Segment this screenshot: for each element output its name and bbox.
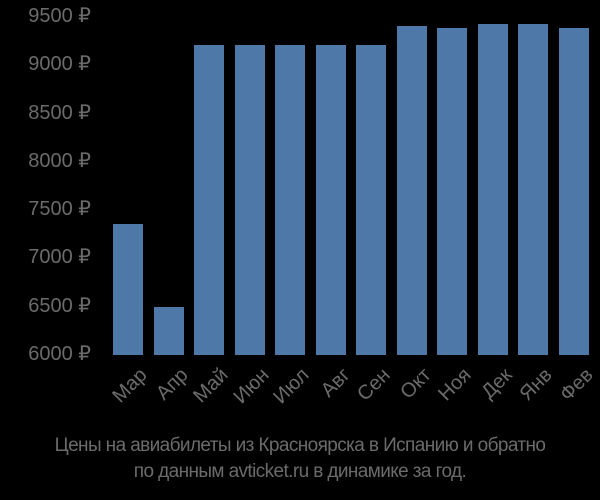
bar-Июн	[234, 44, 265, 355]
bar-Мар	[113, 223, 143, 355]
y-tick-label: 9000 ₽	[28, 53, 91, 76]
y-tick-label: 6500 ₽	[28, 294, 91, 317]
bar-Сен	[356, 44, 386, 355]
y-tick-label: 9500 ₽	[28, 5, 91, 27]
bar-Фев	[558, 27, 589, 355]
bar-Авг	[315, 44, 346, 355]
y-tick-label: 8000 ₽	[28, 149, 91, 172]
bar-Апр	[153, 306, 184, 355]
y-tick-label: 6000 ₽	[28, 343, 91, 365]
bar-Дек	[477, 23, 508, 355]
y-tick-label: 8500 ₽	[28, 101, 91, 124]
bar-Янв	[518, 23, 548, 355]
y-tick-label: 7000 ₽	[28, 246, 91, 269]
y-tick-label: 7500 ₽	[28, 198, 91, 221]
chart-caption-line-1: Цены на авиабилеты из Красноярска в Испа…	[54, 435, 546, 456]
chart-caption-line-2: по данным avticket.ru в динамике за год.	[133, 461, 467, 482]
bar-Окт	[396, 25, 427, 355]
bar-Май	[194, 44, 224, 355]
bar-Июл	[275, 44, 305, 355]
bar-Ноя	[437, 27, 467, 355]
